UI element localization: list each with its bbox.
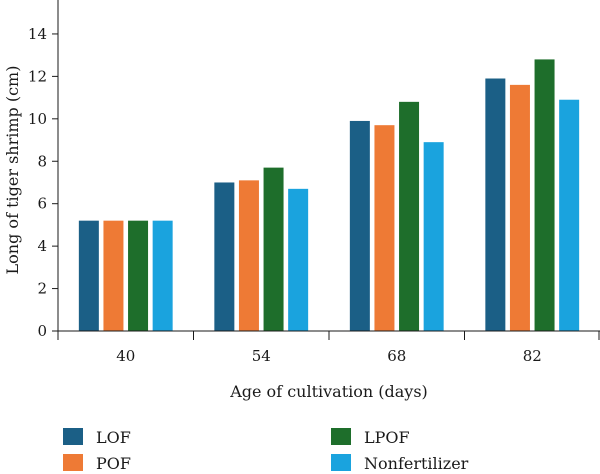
bar-lpof-82 [534, 59, 555, 332]
y-tick-label: 4 [37, 237, 47, 255]
legend-label-lpof: LPOF [364, 428, 410, 447]
bar-pof-40 [103, 220, 124, 331]
bar-nonfertilizer-40 [152, 220, 173, 331]
x-tick-label: 54 [252, 347, 271, 365]
legend: LOF POF LPOF Nonfertilizer [63, 428, 469, 473]
bar-lof-54 [214, 182, 235, 331]
bar-nonfertilizer-82 [559, 99, 580, 331]
legend-label-nonfertilizer: Nonfertilizer [364, 454, 469, 473]
bar-pof-54 [238, 180, 259, 331]
plot-area [78, 59, 580, 332]
legend-swatch-lof [63, 428, 83, 445]
legend-swatch-lpof [331, 428, 351, 445]
y-axis: 0 2 4 6 8 10 12 14 [28, 0, 59, 340]
legend-label-lof: LOF [96, 428, 131, 447]
bar-lpof-68 [399, 101, 420, 331]
x-axis: 40 54 68 82 [57, 330, 600, 365]
bar-lof-40 [78, 220, 99, 331]
x-tick-label: 82 [523, 347, 542, 365]
legend-swatch-nonfertilizer [331, 454, 351, 471]
bar-pof-68 [374, 125, 395, 331]
bar-nonfertilizer-54 [288, 188, 309, 331]
x-axis-label: Age of cultivation (days) [229, 382, 428, 401]
bar-lof-82 [485, 78, 506, 331]
bar-nonfertilizer-68 [423, 142, 444, 331]
y-tick-label: 0 [37, 322, 47, 340]
y-tick-label: 6 [37, 195, 47, 213]
y-tick-label: 8 [37, 152, 47, 170]
y-axis-label: Long of tiger shrimp (cm) [3, 66, 22, 275]
y-tick-label: 14 [28, 25, 47, 43]
x-tick-label: 68 [387, 347, 406, 365]
y-tick-label: 12 [28, 67, 47, 85]
bar-lpof-54 [263, 167, 284, 331]
bar-pof-82 [509, 84, 530, 331]
x-tick-label: 40 [116, 347, 135, 365]
legend-label-pof: POF [96, 454, 131, 473]
legend-swatch-pof [63, 454, 83, 471]
bar-lpof-40 [128, 220, 149, 331]
y-tick-label: 10 [28, 110, 47, 128]
y-tick-label: 2 [37, 280, 47, 298]
bar-lof-68 [349, 120, 370, 331]
